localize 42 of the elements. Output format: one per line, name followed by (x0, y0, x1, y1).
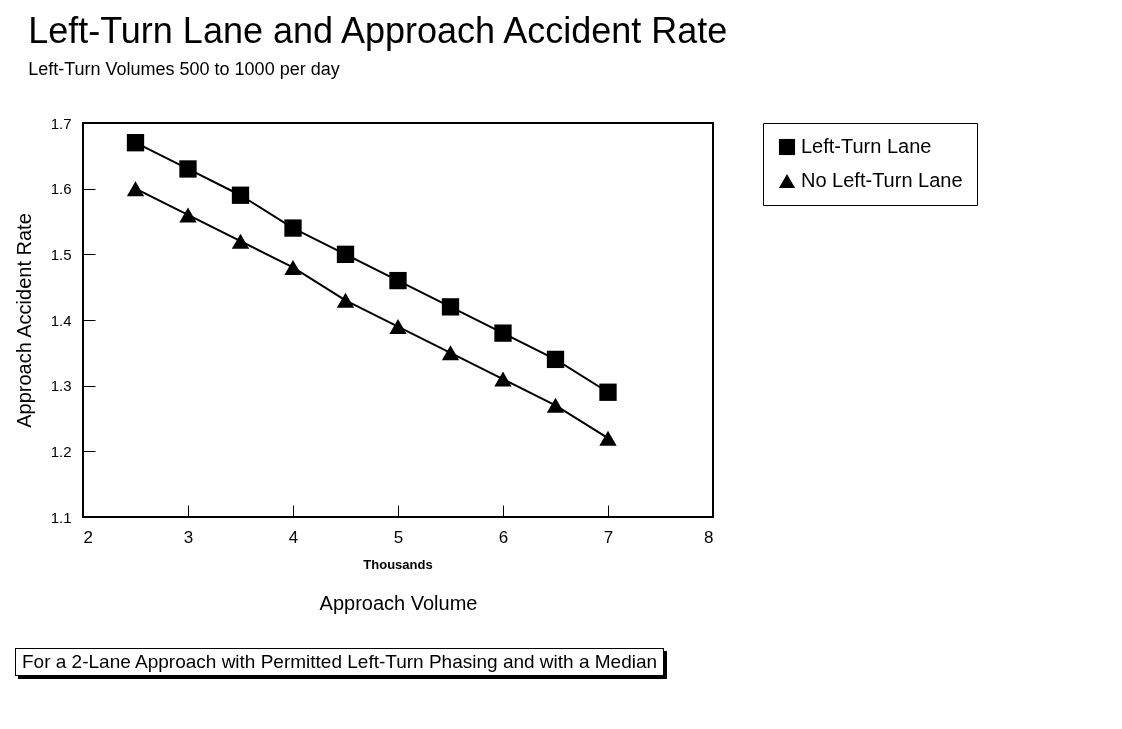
y-axis-title: Approach Accident Rate (12, 213, 35, 428)
point (494, 371, 512, 387)
point (494, 324, 512, 342)
y-tick-label: 1.2 (50, 442, 72, 460)
point (389, 271, 407, 290)
point (179, 160, 197, 178)
x-tick-label: 6 (498, 527, 509, 547)
legend-label: No Left-Turn Lane (801, 169, 963, 191)
point (126, 181, 145, 197)
text: Thousands (363, 557, 433, 572)
point (284, 219, 302, 237)
x-tick-label: 2 (83, 527, 93, 547)
point (336, 245, 355, 263)
point (599, 430, 617, 446)
point (231, 233, 250, 249)
y-tick-label: 1.4 (50, 311, 72, 329)
x-tick-label: 4 (288, 527, 299, 547)
x-tick-label: 8 (704, 527, 714, 547)
y-tick-label: 1.3 (50, 377, 72, 395)
point (546, 350, 565, 369)
point (441, 298, 460, 316)
chart-title: Left-Turn Lane and Approach Accident Rate (28, 10, 728, 51)
y-tick-label: 1.7 (50, 114, 72, 132)
chart-subtitle: Left-Turn Volumes 500 to 1000 per day (28, 59, 340, 79)
legend-label: Left-Turn Lane (801, 135, 932, 157)
x-tick-label: 7 (603, 527, 614, 547)
x-axis-title: Approach Volume (319, 591, 478, 614)
point (441, 345, 460, 361)
point (231, 186, 250, 204)
y-tick-label: 1.6 (50, 180, 72, 198)
point (599, 383, 617, 401)
point (179, 207, 197, 223)
text: For a 2-Lane Approach with Permitted Left-Turn Phasing and with a Median (15, 648, 665, 676)
x-tick-label: 5 (393, 527, 404, 547)
point (389, 319, 407, 335)
y-tick-label: 1.1 (50, 508, 72, 526)
point (546, 397, 565, 413)
x-tick-label: 3 (183, 527, 194, 547)
point (284, 259, 302, 275)
point (336, 292, 355, 308)
y-tick-label: 1.5 (50, 245, 72, 263)
point (126, 134, 145, 152)
